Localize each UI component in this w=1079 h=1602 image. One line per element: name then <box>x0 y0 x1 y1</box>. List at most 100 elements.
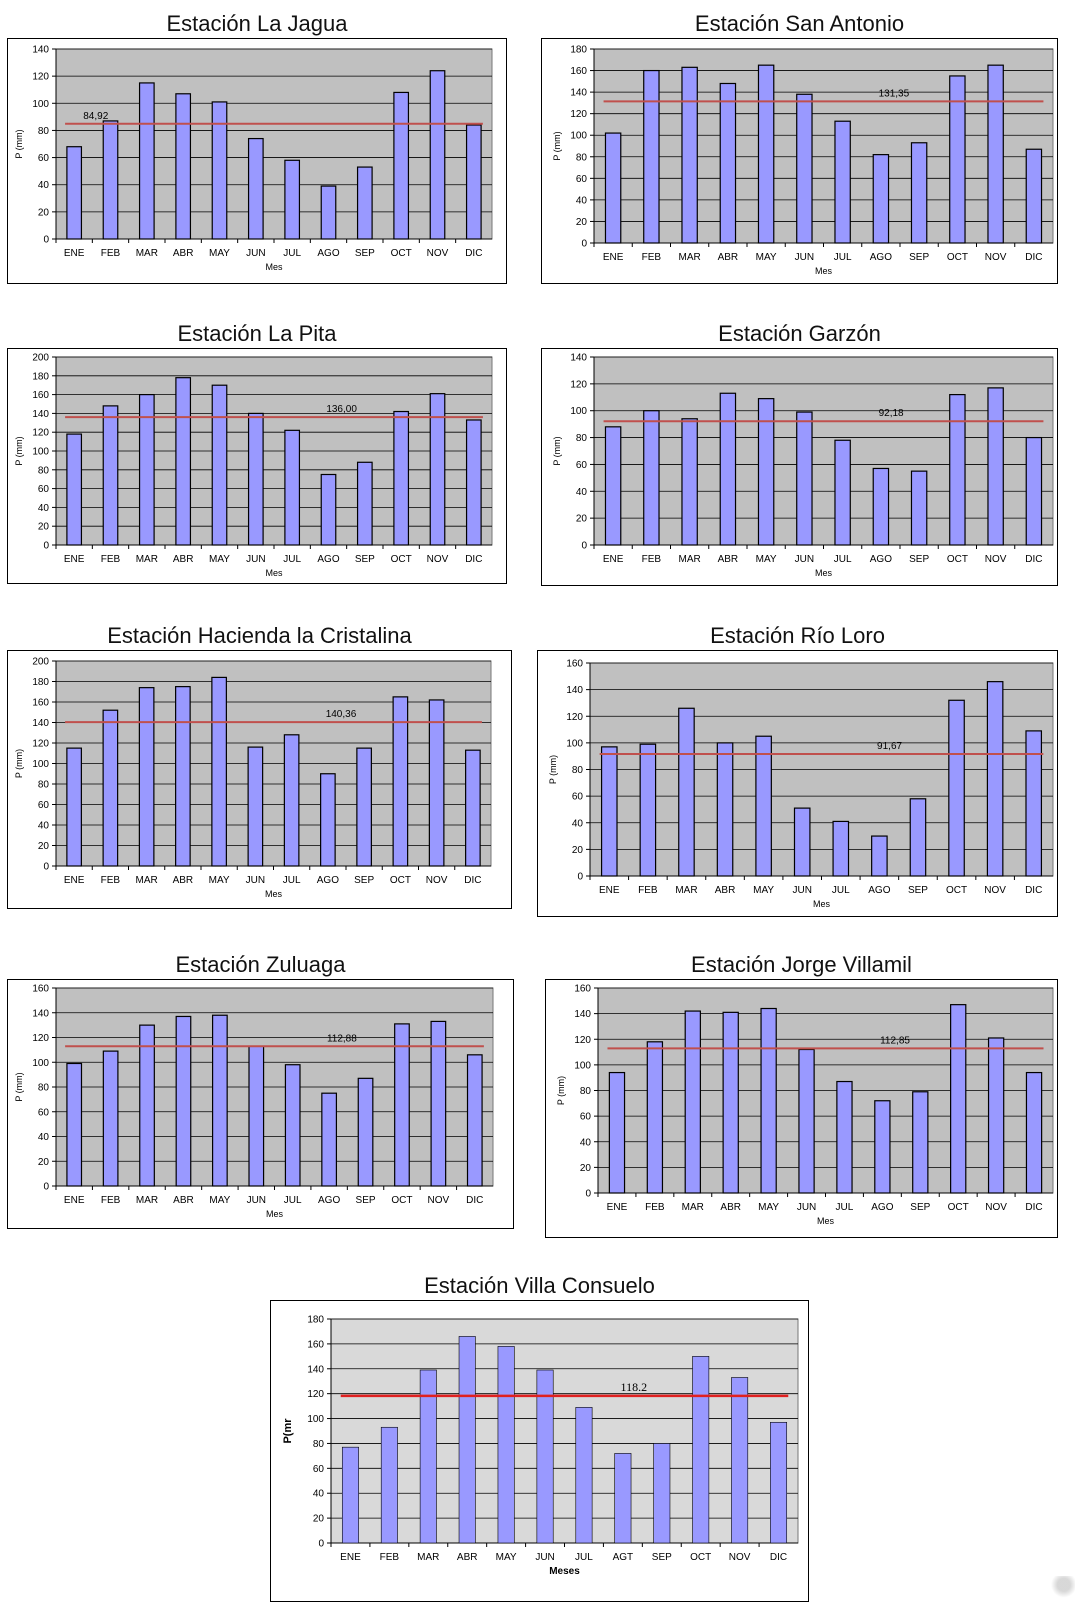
y-tick-label: 180 <box>570 45 587 56</box>
bar-jun <box>247 746 264 867</box>
bar-ene <box>600 746 618 877</box>
bar-ene <box>604 132 622 244</box>
y-tick-label: 100 <box>570 406 587 417</box>
x-tick-label: AGO <box>870 554 892 565</box>
x-tick-label: FEB <box>101 875 121 886</box>
y-tick-label: 160 <box>32 390 49 401</box>
y-tick-label: 100 <box>32 759 49 770</box>
x-tick-label: OCT <box>391 1195 412 1206</box>
x-tick-label: MAR <box>417 1552 439 1563</box>
y-tick-label: 20 <box>38 1157 50 1168</box>
x-tick-label: JUN <box>246 248 265 259</box>
y-tick-label: 40 <box>576 195 588 206</box>
y-tick-label: 60 <box>38 800 50 811</box>
bar-sep <box>912 1091 929 1194</box>
chart-panel-garzon: Estación Garzón 0 20 40 60 80 100 120 140 ENE FEB… <box>541 318 1058 586</box>
y-tick-label: 60 <box>313 1464 325 1475</box>
bar-oct <box>394 1023 410 1187</box>
x-tick-label: JUL <box>283 875 301 886</box>
y-tick-label: 40 <box>38 180 50 191</box>
chart-frame: 0 20 40 60 80 100 120 140 160 180 ENE FEB MAR ABR MAY J… <box>270 1300 809 1602</box>
y-tick-label: 60 <box>576 460 588 471</box>
y-tick-label: 40 <box>572 818 584 829</box>
x-tick-label: AGO <box>317 554 339 565</box>
bar-may <box>211 1014 228 1187</box>
x-tick-label: JUL <box>834 252 852 263</box>
x-tick-label: NOV <box>427 554 449 565</box>
x-tick-label: JUN <box>795 554 814 565</box>
bar-may <box>211 101 228 240</box>
y-tick-label: 40 <box>38 503 50 514</box>
x-tick-label: JUN <box>795 252 814 263</box>
chart-title: Estación Hacienda la Cristalina <box>107 623 412 648</box>
chart-title: Estación San Antonio <box>694 11 905 36</box>
y-tick-label: 100 <box>32 1058 49 1069</box>
y-tick-label: 120 <box>570 379 587 390</box>
y-tick-label: 20 <box>38 841 50 852</box>
bar-ene <box>604 426 622 546</box>
y-tick-label: 0 <box>581 541 587 552</box>
y-axis-title: P (mm) <box>14 1072 24 1101</box>
bar-dic <box>465 749 481 867</box>
y-tick-label: 200 <box>32 353 49 364</box>
mean-value-label: 140,36 <box>326 709 357 720</box>
x-tick-label: NOV <box>985 252 1007 263</box>
y-tick-label: 60 <box>572 792 584 803</box>
x-tick-label: OCT <box>391 248 412 259</box>
x-tick-label: DIC <box>770 1552 787 1563</box>
mean-value-label: 112,85 <box>880 1035 910 1046</box>
chart-title: Estación La Pita <box>177 321 337 346</box>
chart-frame: 0 20 40 60 80 100 120 140 160 ENE FEB MAR ABR MAY JUN J… <box>545 979 1058 1238</box>
x-tick-label: JUN <box>535 1552 554 1563</box>
bar-jul <box>834 120 851 244</box>
y-tick-label: 0 <box>581 239 587 250</box>
bar-feb <box>102 1050 119 1187</box>
x-tick-label: ABR <box>720 1202 741 1213</box>
bar-may <box>755 735 772 877</box>
y-tick-label: 0 <box>43 1182 49 1193</box>
x-tick-label: FEB <box>645 1202 665 1213</box>
x-tick-label: NOV <box>984 885 1006 896</box>
x-tick-label: NOV <box>427 248 449 259</box>
y-tick-label: 20 <box>580 1163 592 1174</box>
x-tick-label: OCT <box>947 554 968 565</box>
y-tick-label: 140 <box>307 1364 324 1375</box>
bar-feb <box>380 1426 398 1544</box>
chart-svg: 0 20 40 60 80 100 120 140 ENE FEB MAR ABR MAY JUN JUL A… <box>14 45 493 272</box>
mean-value-label: 131,35 <box>879 88 910 99</box>
bar-ago <box>320 773 336 867</box>
y-tick-label: 100 <box>574 1060 591 1071</box>
x-tick-label: MAY <box>209 1195 230 1206</box>
bar-may <box>211 384 228 546</box>
y-tick-label: 20 <box>576 514 588 525</box>
chart-frame: 0 20 40 60 80 100 120 140 160 ENE FEB MAR ABR MAY JUN J… <box>537 650 1058 917</box>
x-tick-label: MAR <box>679 554 701 565</box>
mean-value-label: 112,88 <box>327 1033 357 1044</box>
x-tick-label: OCT <box>947 252 968 263</box>
chart-panel-rio-loro: Estación Río Loro 0 20 40 60 80 100 120 140 160 E… <box>537 620 1058 917</box>
x-tick-label: ENE <box>607 1202 628 1213</box>
mean-value-label: 136,00 <box>326 404 357 415</box>
bar-nov <box>731 1377 749 1544</box>
bar-abr <box>175 93 192 240</box>
x-tick-label: SEP <box>909 252 929 263</box>
x-tick-label: OCT <box>690 1552 711 1563</box>
bar-oct <box>692 1356 710 1544</box>
x-tick-label: ENE <box>64 1195 85 1206</box>
bar-feb <box>639 743 657 877</box>
x-tick-label: MAY <box>758 1202 779 1213</box>
x-tick-label: SEP <box>910 1202 930 1213</box>
bar-dic <box>466 1054 483 1187</box>
x-tick-label: ABR <box>457 1552 478 1563</box>
bar-jun <box>798 1048 815 1194</box>
bar-mar <box>138 82 155 240</box>
bar-feb <box>646 1041 664 1194</box>
y-tick-label: 140 <box>570 353 587 364</box>
bar-jul <box>834 439 851 546</box>
bar-jun <box>247 412 264 546</box>
chart-svg: 0 20 40 60 80 100 120 140 ENE FEB MAR ABR MAY JUN JUL A… <box>552 353 1054 578</box>
x-tick-label: JUL <box>834 554 852 565</box>
y-tick-label: 160 <box>570 66 587 77</box>
x-tick-label: AGO <box>870 252 892 263</box>
bar-ene <box>608 1071 626 1194</box>
